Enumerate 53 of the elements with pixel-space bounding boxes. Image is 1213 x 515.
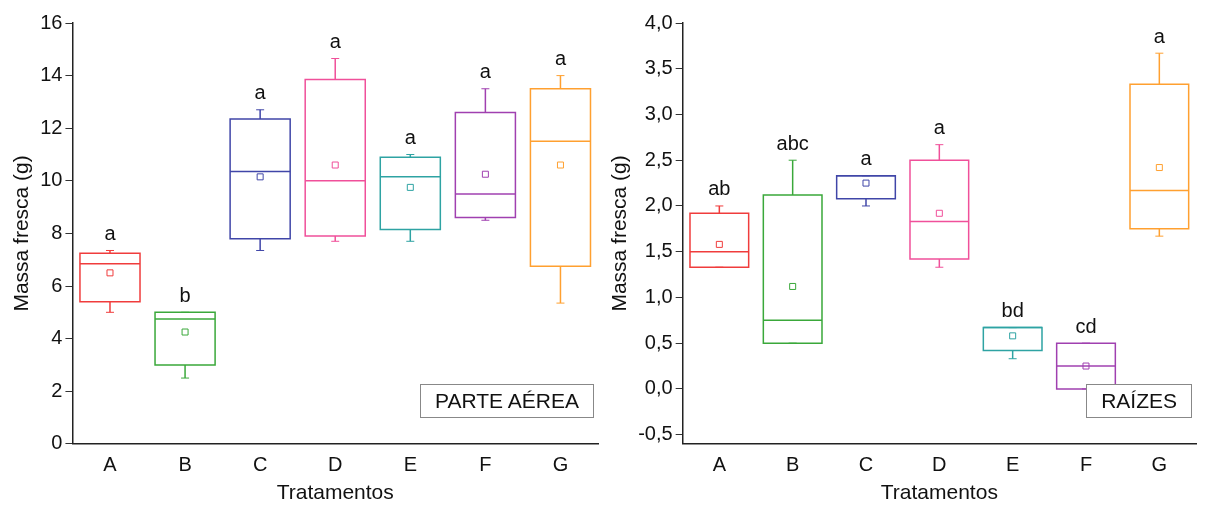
annotation: a [104, 222, 117, 245]
x-tick-label: C [252, 453, 268, 476]
annotation: b [179, 283, 191, 306]
y-axis-title: Massa fresca (g) [607, 155, 631, 312]
x-tick-label: G [1151, 453, 1168, 476]
x-tick-label: F [479, 453, 492, 476]
x-tick-label: A [103, 453, 118, 476]
annotation: cd [1075, 314, 1097, 337]
y-tick-label: 4 [51, 326, 63, 349]
y-tick-label: 2,5 [644, 147, 673, 170]
y-tick-label: 2,0 [644, 193, 673, 216]
annotation: a [254, 81, 267, 104]
y-axis-title: Massa fresca (g) [9, 155, 33, 312]
annotation: bd [1001, 299, 1024, 322]
annotation: a [554, 47, 567, 70]
y-tick-label: 2 [51, 378, 63, 401]
annotation: RAÍZES [1086, 384, 1192, 418]
x-axis-title: Tratamentos [276, 480, 394, 504]
x-tick-label: C [858, 453, 874, 476]
x-tick-label: E [403, 453, 417, 476]
y-tick-label: 10 [40, 168, 63, 191]
x-tick-label: A [712, 453, 727, 476]
y-tick-label: 0 [51, 431, 63, 454]
annotation: a [933, 116, 946, 139]
annotation: abc [776, 131, 809, 154]
y-tick-label: 6 [51, 273, 63, 296]
x-tick-label: F [1079, 453, 1093, 476]
y-tick-label: -0,5 [638, 422, 673, 445]
annotation: PARTE AÉREA [420, 384, 594, 418]
y-tick-label: 0,5 [644, 330, 673, 353]
x-tick-label: G [552, 453, 569, 476]
y-tick-label: 1,0 [644, 284, 673, 307]
y-tick-label: 14 [40, 63, 63, 86]
annotation: a [1153, 24, 1166, 47]
y-tick-label: 3,0 [644, 101, 673, 124]
annotation: a [860, 147, 873, 170]
y-tick-label: 0,0 [644, 376, 673, 399]
y-tick-label: 1,5 [644, 239, 673, 262]
x-tick-label: D [932, 453, 947, 476]
y-tick-label: 16 [40, 10, 63, 33]
annotation: a [404, 126, 417, 149]
x-tick-label: D [328, 453, 343, 476]
y-tick-label: 8 [51, 220, 63, 243]
x-axis-title: Tratamentos [880, 480, 998, 504]
y-tick-label: 12 [40, 115, 63, 138]
x-tick-label: B [785, 453, 800, 476]
y-tick-label: 3,5 [644, 56, 673, 79]
annotation: a [329, 30, 342, 53]
y-tick-label: 4,0 [644, 10, 673, 33]
x-tick-label: B [178, 453, 192, 476]
x-tick-label: E [1005, 453, 1020, 476]
annotation: ab [708, 177, 731, 200]
annotation: a [479, 60, 492, 83]
